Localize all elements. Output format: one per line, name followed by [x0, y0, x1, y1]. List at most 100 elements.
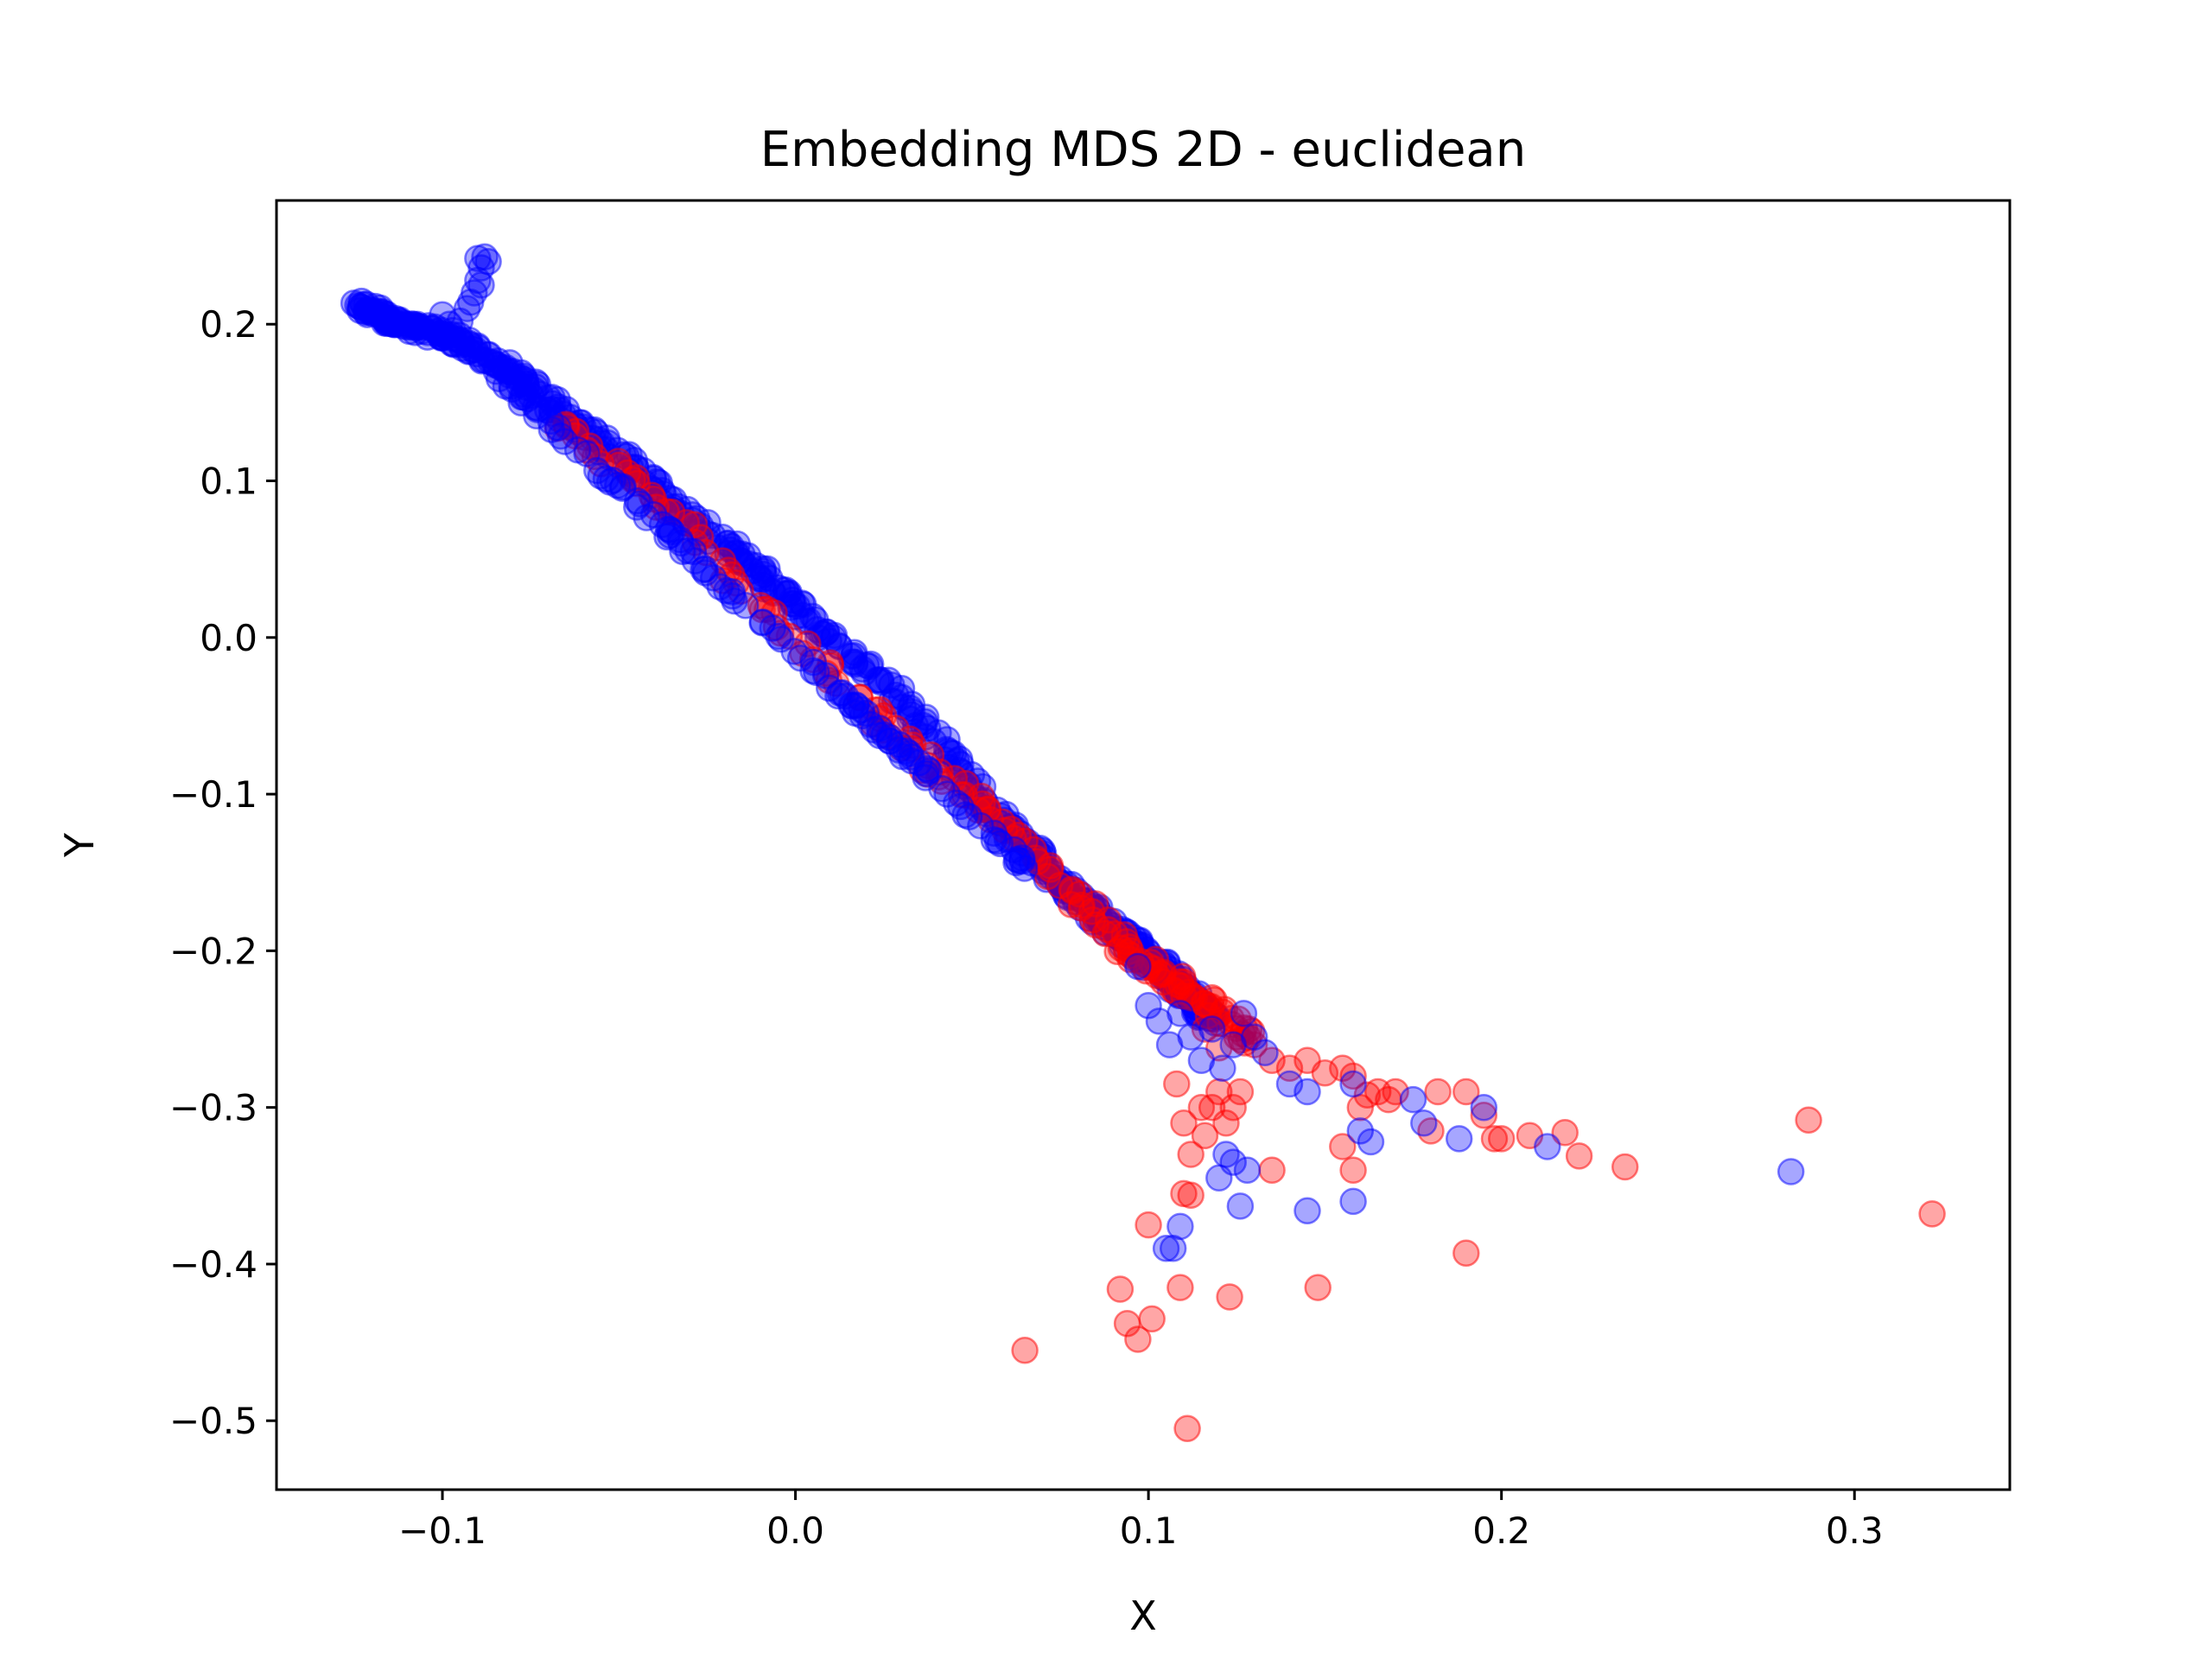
blue-point: [876, 727, 904, 755]
blue-point: [368, 297, 397, 326]
red-point: [1304, 1274, 1332, 1301]
red-point: [1424, 1077, 1452, 1106]
blue-point: [563, 435, 592, 464]
y-tick-label: 0.2: [200, 303, 257, 346]
red-point: [1177, 1181, 1205, 1209]
points-layer: [340, 243, 1946, 1443]
blue-point: [510, 380, 538, 409]
red-point: [1163, 1070, 1191, 1098]
blue-point: [748, 609, 776, 637]
blue-point: [1445, 1125, 1473, 1153]
y-tick-label: 0.1: [200, 461, 257, 503]
blue-point: [400, 314, 429, 341]
x-tick-label: −0.1: [398, 1510, 486, 1552]
blue-point: [632, 504, 660, 531]
red-point: [1565, 1142, 1593, 1170]
red-point: [1191, 1122, 1219, 1150]
red-point: [1191, 1015, 1219, 1043]
blue-point: [1152, 1235, 1180, 1262]
plot-frame: [275, 199, 2012, 1491]
blue-point: [1135, 992, 1162, 1020]
blue-point: [653, 523, 681, 551]
blue-point: [448, 334, 477, 362]
blue-point: [1294, 1077, 1321, 1106]
blue-point: [1339, 1070, 1367, 1098]
x-tick-label: 0.1: [1120, 1510, 1178, 1552]
red-point: [1611, 1153, 1639, 1181]
blue-point: [456, 289, 485, 316]
red-point: [1795, 1106, 1822, 1134]
blue-point: [1000, 836, 1028, 864]
blue-point: [358, 296, 386, 324]
blue-point: [1230, 1000, 1258, 1027]
y-tick-label: −0.1: [169, 773, 257, 816]
blue-point: [1777, 1158, 1805, 1185]
blue-point: [1166, 1212, 1194, 1241]
blue-point: [713, 576, 741, 605]
blue-point: [983, 827, 1012, 855]
x-tick-label: 0.2: [1472, 1510, 1530, 1552]
red-point: [1329, 1133, 1357, 1160]
y-tick-label: −0.3: [169, 1087, 257, 1129]
red-point: [1082, 890, 1109, 918]
red-point: [1170, 968, 1198, 996]
red-point: [1346, 1093, 1375, 1122]
blue-point: [691, 555, 719, 583]
red-point: [1166, 1274, 1194, 1301]
red-point: [1198, 984, 1226, 1012]
y-tick-label: 0.0: [200, 617, 257, 659]
red-point: [1480, 1125, 1509, 1153]
blue-point: [1470, 1093, 1498, 1122]
blue-point: [1209, 1054, 1236, 1083]
red-point: [1452, 1239, 1480, 1268]
red-point: [1116, 937, 1145, 965]
blue-point: [1226, 1192, 1255, 1220]
red-point: [1258, 1156, 1286, 1184]
x-axis-label: X: [1129, 1592, 1157, 1639]
blue-point: [471, 346, 499, 374]
blue-point: [623, 493, 651, 521]
blue-point: [1198, 1015, 1226, 1043]
blue-point: [951, 801, 979, 829]
red-point: [1135, 1211, 1162, 1239]
blue-point: [1346, 1117, 1375, 1145]
blue-point: [1410, 1109, 1438, 1137]
red-point: [1339, 1062, 1367, 1090]
red-point: [1135, 952, 1162, 981]
blue-point: [471, 243, 499, 271]
red-point: [1226, 1077, 1255, 1106]
blue-point: [1251, 1039, 1279, 1066]
y-axis: 0.2 0.1 0.0 −0.1 −0.2 −0.3 −0.4 −0.5: [169, 303, 276, 1442]
blue-point: [967, 811, 995, 840]
blue-point: [604, 472, 632, 499]
blue-point: [1534, 1133, 1561, 1160]
x-tick-label: 0.0: [766, 1510, 824, 1552]
red-point: [1339, 1156, 1367, 1184]
blue-point: [1233, 1156, 1262, 1184]
y-tick-label: −0.2: [169, 930, 257, 972]
red-point: [1918, 1200, 1946, 1228]
red-point: [1219, 1093, 1247, 1122]
blue-point: [913, 755, 941, 783]
red-point: [1173, 1414, 1201, 1443]
x-axis: −0.1 0.0 0.1 0.2 0.3: [398, 1490, 1884, 1552]
blue-point: [587, 462, 614, 490]
blue-point: [1339, 1187, 1367, 1216]
blue-point: [474, 247, 502, 276]
red-point: [1470, 1101, 1498, 1129]
blue-point: [1124, 952, 1152, 981]
red-point: [1353, 1081, 1382, 1109]
red-point: [1212, 1109, 1240, 1137]
blue-point: [1240, 1023, 1268, 1051]
blue-point: [767, 626, 795, 653]
blue-point: [1357, 1128, 1385, 1156]
red-point: [1124, 1325, 1152, 1353]
chart-title: Embedding MDS 2D - euclidean: [760, 122, 1526, 178]
red-point: [1138, 1305, 1166, 1333]
red-point: [1011, 1336, 1039, 1364]
red-point: [1452, 1077, 1480, 1106]
red-point: [1170, 1109, 1198, 1137]
red-point: [1177, 1141, 1205, 1168]
blue-point: [1166, 1000, 1194, 1027]
red-point: [1487, 1125, 1516, 1153]
